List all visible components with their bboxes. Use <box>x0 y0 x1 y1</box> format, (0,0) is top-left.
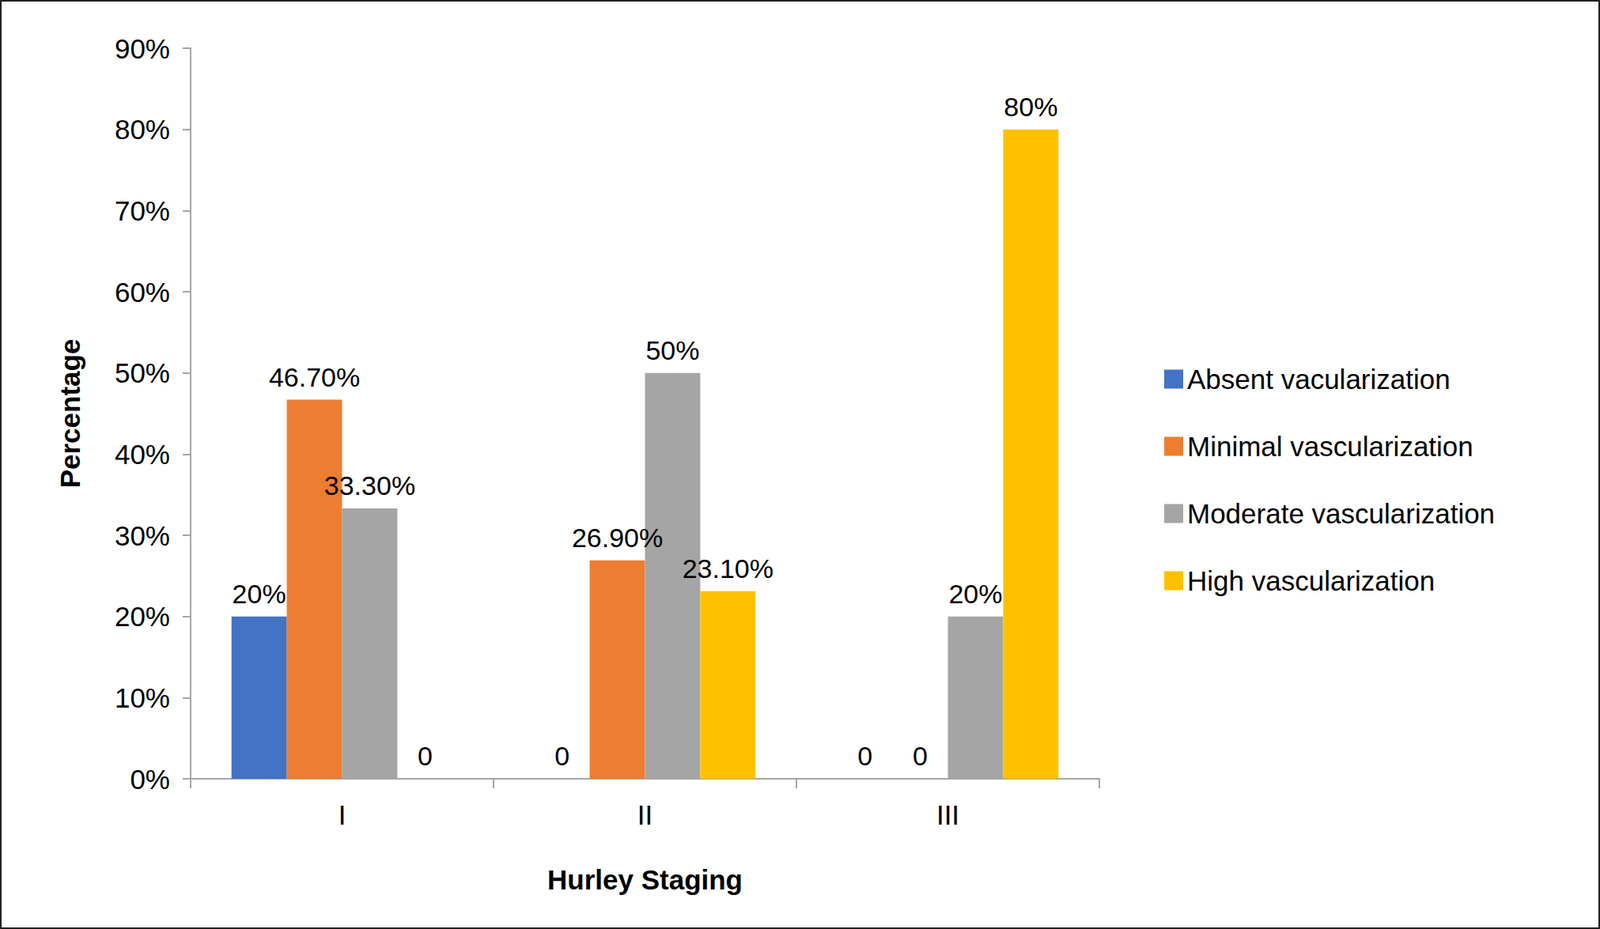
svg-text:0: 0 <box>912 741 928 772</box>
svg-text:30%: 30% <box>114 520 171 552</box>
svg-text:60%: 60% <box>114 276 171 308</box>
svg-text:20%: 20% <box>114 601 171 632</box>
svg-text:III: III <box>936 799 960 831</box>
svg-text:20%: 20% <box>948 578 1003 609</box>
svg-text:50%: 50% <box>645 335 700 366</box>
svg-text:High vascularization: High vascularization <box>1187 565 1435 597</box>
svg-text:90%: 90% <box>114 33 171 65</box>
svg-text:0: 0 <box>417 741 433 772</box>
svg-text:26.90%: 26.90% <box>571 522 663 553</box>
svg-text:10%: 10% <box>114 682 171 714</box>
svg-text:Percentage: Percentage <box>54 339 86 489</box>
svg-text:Hurley Staging: Hurley Staging <box>547 864 743 896</box>
svg-text:II: II <box>637 799 653 831</box>
svg-text:Moderate vascularization: Moderate vascularization <box>1187 498 1495 530</box>
svg-text:20%: 20% <box>232 578 287 609</box>
svg-text:0: 0 <box>554 741 570 772</box>
svg-text:Absent vacularization: Absent vacularization <box>1187 363 1451 395</box>
svg-text:70%: 70% <box>114 195 171 227</box>
svg-text:40%: 40% <box>114 438 171 470</box>
svg-text:80%: 80% <box>1003 91 1058 122</box>
svg-text:33.30%: 33.30% <box>324 470 416 501</box>
svg-text:46.70%: 46.70% <box>268 362 360 393</box>
svg-text:0: 0 <box>857 741 873 772</box>
svg-text:0%: 0% <box>129 764 171 795</box>
svg-text:80%: 80% <box>114 113 171 145</box>
svg-text:I: I <box>338 799 347 831</box>
svg-text:23.10%: 23.10% <box>682 553 774 584</box>
svg-text:50%: 50% <box>114 357 171 389</box>
svg-text:Minimal vascularization: Minimal vascularization <box>1187 431 1474 462</box>
